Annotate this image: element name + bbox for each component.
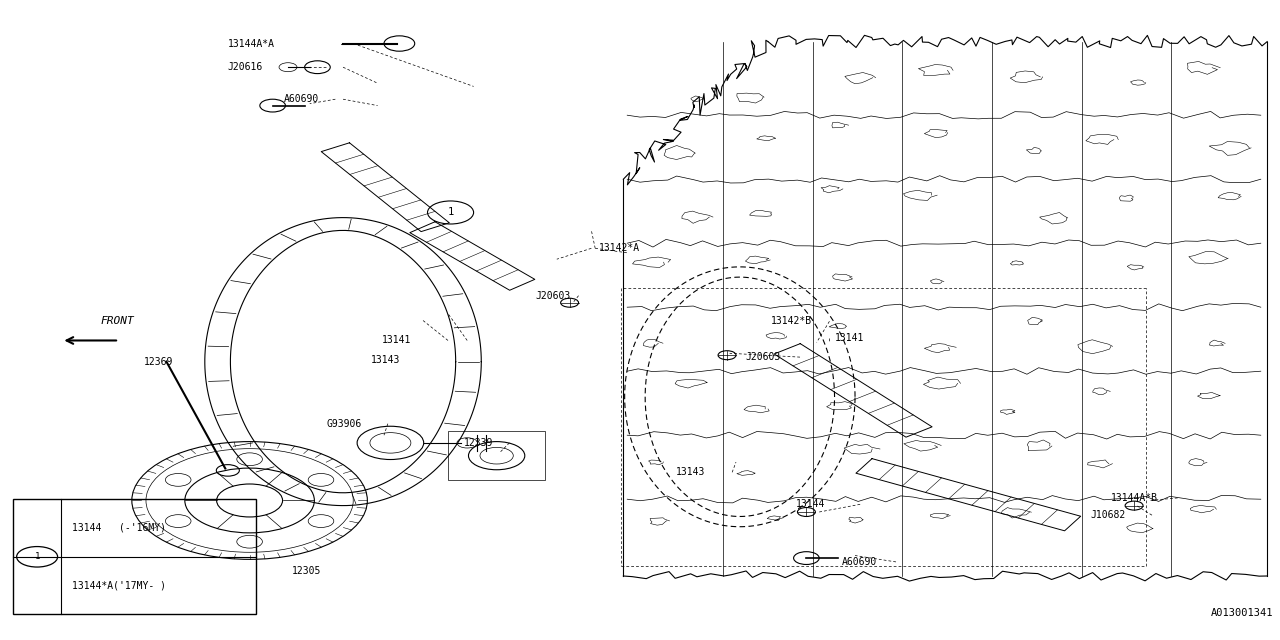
Text: A013001341: A013001341 [1211, 607, 1274, 618]
Text: G93906: G93906 [326, 419, 362, 429]
Text: J20603: J20603 [745, 352, 781, 362]
Text: A60690: A60690 [842, 557, 878, 567]
Text: 1: 1 [448, 207, 453, 218]
Text: 13142*B: 13142*B [771, 316, 812, 326]
Bar [448, 431, 545, 480]
Text: J20616: J20616 [228, 62, 264, 72]
Text: 13143: 13143 [676, 467, 705, 477]
Bar [13, 499, 256, 614]
Text: 13144A*A: 13144A*A [228, 38, 275, 49]
Text: 1: 1 [35, 552, 40, 561]
Text: J10682: J10682 [1091, 510, 1126, 520]
Text: 13142*A: 13142*A [599, 243, 640, 253]
Text: 12305: 12305 [292, 566, 321, 576]
Text: 12369: 12369 [143, 356, 173, 367]
Text: 13144*A('17MY- ): 13144*A('17MY- ) [72, 580, 165, 591]
Text: 13144A*B: 13144A*B [1111, 493, 1158, 503]
Text: J20603: J20603 [535, 291, 571, 301]
Text: 12339: 12339 [463, 438, 493, 448]
Text: 13143: 13143 [371, 355, 401, 365]
Text: A60690: A60690 [284, 94, 320, 104]
Text: FRONT: FRONT [101, 316, 134, 326]
Text: 13144: 13144 [796, 499, 826, 509]
Text: 13141: 13141 [381, 335, 411, 346]
Text: 13141: 13141 [835, 333, 864, 343]
Text: 13144   (-'16MY): 13144 (-'16MY) [72, 523, 165, 533]
